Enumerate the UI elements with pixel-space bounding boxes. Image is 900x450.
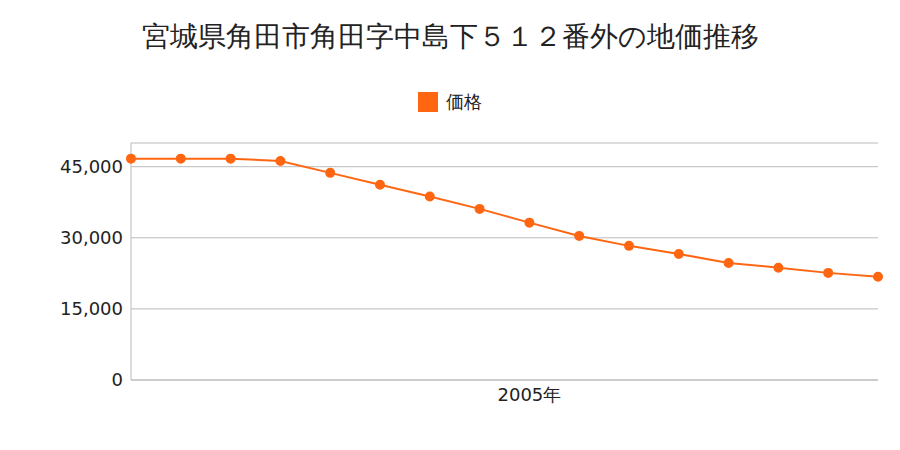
html-text:価格: 価格 [446, 91, 482, 112]
svg-text:30,000: 30,000 [60, 227, 123, 248]
html-text:宮城県角田市角田字中島下５１２番外の地価推移: 宮城県角田市角田字中島下５１２番外の地価推移 [141, 20, 759, 53]
svg-text:45,000: 45,000 [60, 156, 123, 177]
svg-text:0: 0 [112, 369, 123, 390]
svg-text:15,000: 15,000 [60, 298, 123, 319]
svg-text:2005年: 2005年 [497, 384, 561, 405]
